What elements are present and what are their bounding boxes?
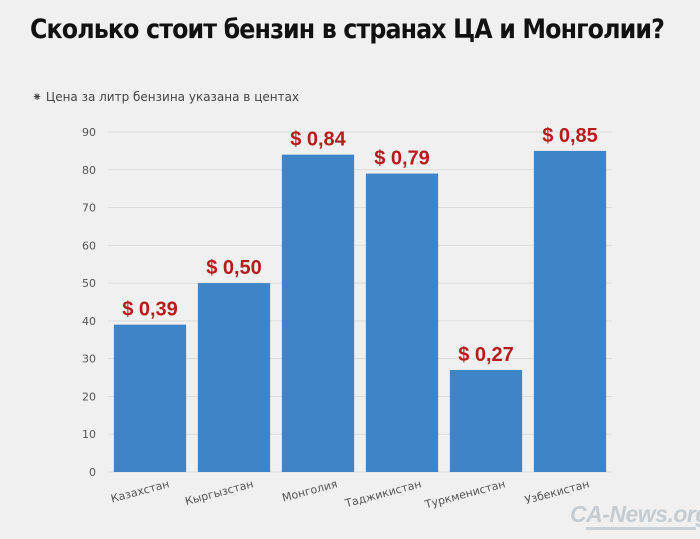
y-tick-label: 70	[82, 202, 96, 215]
x-tick-label: Кыргызстан	[184, 477, 255, 508]
y-tick-label: 20	[82, 390, 96, 403]
data-labels: $ 0,39 $ 0,50 $ 0,84 $ 0,79 $ 0,27 $ 0,85	[122, 125, 598, 366]
bar-3	[281, 154, 355, 472]
subtitle-text: Цена за литр бензина указана в центах	[45, 90, 300, 104]
bar-value-label: $ 0,79	[374, 148, 430, 170]
bar-value-label: $ 0,85	[542, 125, 598, 147]
y-tick-label: 60	[82, 239, 96, 252]
x-tick-label: Таджикистан	[343, 477, 423, 510]
bars	[113, 150, 607, 473]
bar-6	[533, 150, 607, 472]
y-tick-label: 0	[89, 466, 96, 479]
bar-5	[449, 370, 523, 472]
bar-value-label: $ 0,27	[458, 344, 514, 366]
chart-subtitle: ⁕ Цена за литр бензина указана в центах	[32, 90, 299, 104]
bar-1	[113, 324, 187, 472]
chart-title: Сколько стоит бензин в странах ЦА и Монг…	[30, 14, 665, 45]
bar-2	[197, 283, 271, 472]
bar-4	[365, 173, 439, 473]
watermark-tagline-bar	[586, 527, 696, 530]
bar-value-label: $ 0,50	[206, 257, 262, 279]
x-tick-label: Монголия	[281, 477, 339, 504]
bar-value-label: $ 0,84	[290, 129, 346, 151]
y-tick-label: 90	[82, 126, 96, 139]
y-tick-label: 10	[82, 428, 96, 441]
y-tick-label: 40	[82, 315, 96, 328]
grid-lines	[108, 131, 612, 473]
y-tick-label: 30	[82, 353, 96, 366]
x-tick-label: Казахстан	[109, 477, 170, 505]
y-tick-label: 80	[82, 164, 96, 177]
y-tick-label: 50	[82, 277, 96, 290]
asterisk-icon: ⁕	[32, 90, 46, 104]
watermark-logo: CA-News.org	[570, 501, 700, 527]
bar-value-label: $ 0,39	[122, 299, 178, 321]
x-axis-ticks: Казахстан Кыргызстан Монголия Таджикистан Ту…	[109, 477, 590, 511]
x-tick-label: Туркменистан	[423, 477, 507, 511]
y-axis-ticks: 0 10 20 30 40 50 60 70 80 90	[82, 126, 96, 479]
